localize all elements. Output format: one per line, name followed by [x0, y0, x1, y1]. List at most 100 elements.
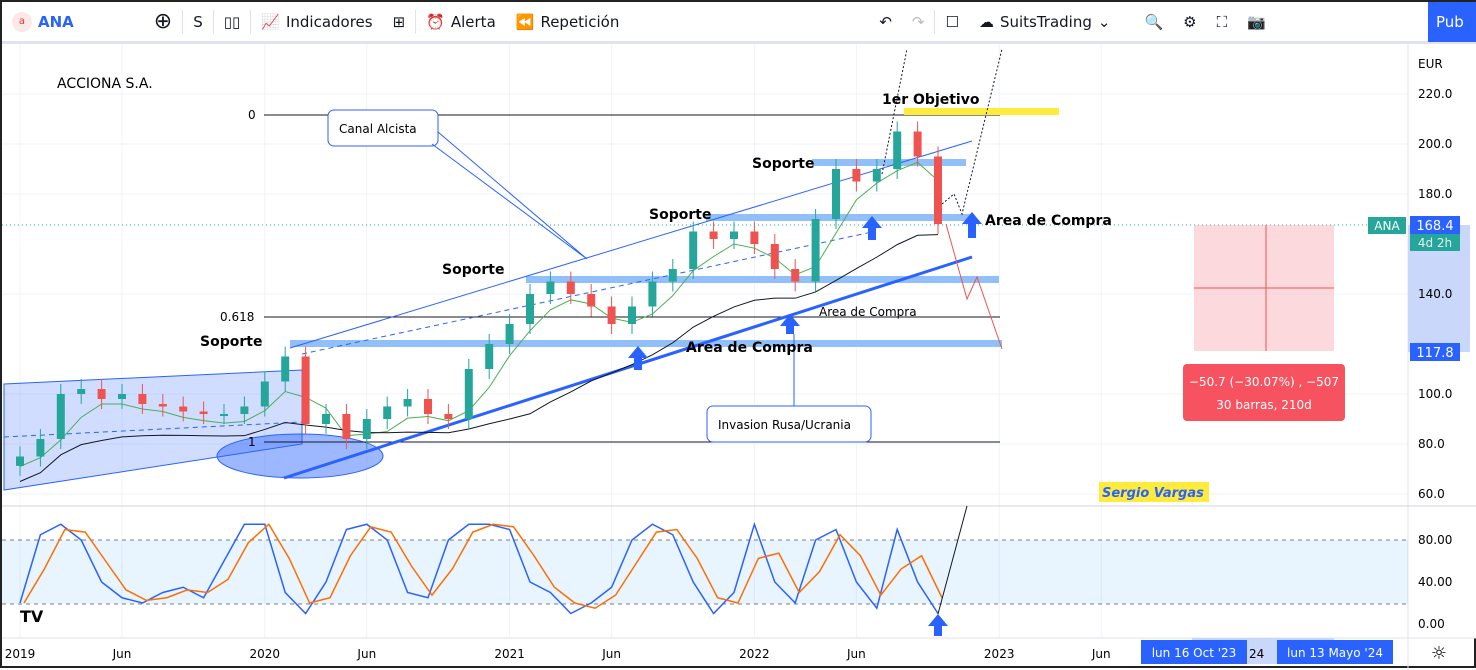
support-zone-4: [812, 159, 966, 166]
time-tick: Jun: [356, 647, 376, 661]
support-label-2: Soporte: [442, 262, 504, 278]
redo-button[interactable]: ↷: [902, 2, 935, 41]
snapshot-button[interactable]: 📷: [1237, 2, 1276, 41]
candle: [138, 394, 147, 404]
stoch-d: [23, 523, 943, 610]
support-zone-2: [526, 276, 999, 283]
chart-canvas[interactable]: −50.7 (−30.07%) , −507 30 barras, 210d A…: [2, 44, 1476, 670]
stochastic-oscillator: [19, 521, 943, 615]
top-toolbar: a ANA ⊕ S ▯▯ 📈 Indicadores ⊞ ⏰ Alerta ⏪ Repe…: [2, 2, 1476, 44]
support-label-1: Soporte: [200, 334, 262, 350]
interval-button[interactable]: S: [193, 12, 203, 31]
candle: [750, 231, 759, 244]
time-tick: 2021: [494, 647, 525, 661]
candles: [16, 121, 942, 476]
candle: [362, 419, 371, 439]
undo-icon: ↶: [879, 12, 892, 31]
date-tag-start-text: lun 16 Oct '23: [1152, 646, 1237, 660]
symbol-search[interactable]: a ANA: [2, 2, 84, 41]
left-channel: [3, 369, 303, 491]
settings-button[interactable]: ⚙: [1173, 2, 1206, 41]
candle: [730, 231, 738, 239]
candle: [301, 356, 310, 424]
tradingview-logo: TV: [20, 607, 44, 626]
candle: [505, 324, 514, 344]
chart-type-button[interactable]: ▯▯: [214, 2, 251, 41]
replay-button[interactable]: ⏪ Repetición: [506, 2, 630, 41]
candle: [689, 231, 698, 269]
sun-icon[interactable]: ☼: [1431, 643, 1447, 664]
support-label-4: Soporte: [752, 156, 814, 172]
search-button[interactable]: 🔍: [1134, 2, 1173, 41]
projection-down: [945, 223, 1003, 350]
price-tick: 220.0: [1418, 87, 1452, 101]
candle: [56, 394, 65, 439]
measure-change: −50.7 (−30.07%) , −507: [1189, 375, 1339, 389]
osc-tick: 80.00: [1418, 533, 1452, 547]
callout-canal: [327, 109, 439, 147]
candle: [791, 269, 800, 282]
layout-menu[interactable]: ☁ SuitsTrading ⌄: [969, 2, 1121, 41]
indicators-button[interactable]: 📈 Indicadores: [251, 2, 382, 41]
symbol-logo-icon: a: [12, 11, 32, 32]
chevron-down-icon: ⌄: [1097, 12, 1111, 31]
buy-area-label-3: Area de Compra: [985, 213, 1112, 229]
undo-button[interactable]: ↶: [869, 2, 902, 41]
candle: [220, 414, 228, 416]
candle: [260, 381, 269, 407]
time-tick: Jun: [846, 647, 866, 661]
support-zone-1: [290, 340, 1002, 347]
indicators-label: Indicadores: [285, 12, 373, 31]
ma-short: [19, 161, 939, 467]
candle: [648, 281, 657, 307]
time-axis-partial: 24: [1249, 647, 1264, 661]
fib-label-1: 1: [248, 435, 256, 449]
price-tick: 60.0: [1418, 487, 1445, 501]
candle: [546, 281, 555, 294]
last-price-value: 168.4: [1416, 219, 1453, 234]
buy-arrows: [628, 212, 982, 636]
alert-label: Alerta: [450, 12, 496, 31]
time-tick: 2023: [984, 647, 1015, 661]
gear-icon: ⚙: [1183, 12, 1197, 31]
fullscreen-icon: ⛶: [1216, 12, 1228, 31]
candle: [199, 411, 208, 414]
cloud-icon: ☁: [978, 12, 994, 31]
objective-label: 1er Objetivo: [882, 92, 980, 108]
templates-button[interactable]: ⊞: [383, 2, 416, 41]
layout-name: SuitsTrading: [999, 12, 1092, 31]
fullscreen-select-button[interactable]: ☐: [935, 2, 968, 41]
publish-button[interactable]: Pub: [1428, 2, 1476, 42]
grid-icon: ⊞: [392, 12, 406, 31]
alert-button[interactable]: ⏰ Alerta: [416, 2, 506, 41]
candle: [628, 306, 636, 324]
stoch-k: [19, 521, 939, 615]
candle: [770, 244, 779, 269]
chart-title: ACCIONA S.A.: [57, 76, 153, 92]
candle: [832, 169, 840, 219]
time-tick: 2022: [739, 647, 770, 661]
osc-tick: 40.00: [1418, 575, 1452, 589]
symbol-tag-text: ANA: [1374, 219, 1400, 233]
currency-selector[interactable]: EUR: [1418, 57, 1443, 71]
candle: [485, 344, 494, 369]
countdown-tag: [1410, 234, 1460, 251]
candle: [913, 131, 922, 157]
candle: [526, 294, 534, 324]
search-icon: 🔍: [1144, 12, 1164, 31]
candle: [587, 294, 596, 307]
callout-invasion-text: Invasion Rusa/Ucrania: [718, 418, 851, 432]
author-label: Sergio Vargas: [1102, 486, 1204, 501]
time-tick: Jun: [1091, 647, 1111, 661]
highlight-ellipse: [216, 433, 384, 479]
last-price-tag: [1410, 216, 1460, 234]
fullscreen-button[interactable]: ⛶: [1207, 2, 1238, 41]
buy-area-label-1: Area de Compra: [686, 340, 813, 356]
candle: [342, 414, 351, 439]
compare-button[interactable]: ⊕: [144, 2, 182, 41]
moving-averages: [19, 161, 939, 482]
redo-icon: ↷: [911, 12, 925, 31]
alarm-icon: ⏰: [426, 12, 445, 31]
time-axis[interactable]: 2019 Jun 2020 Jun 2021 Jun 2022 Jun 2023 Jun: [5, 647, 1111, 661]
candle: [240, 406, 249, 414]
